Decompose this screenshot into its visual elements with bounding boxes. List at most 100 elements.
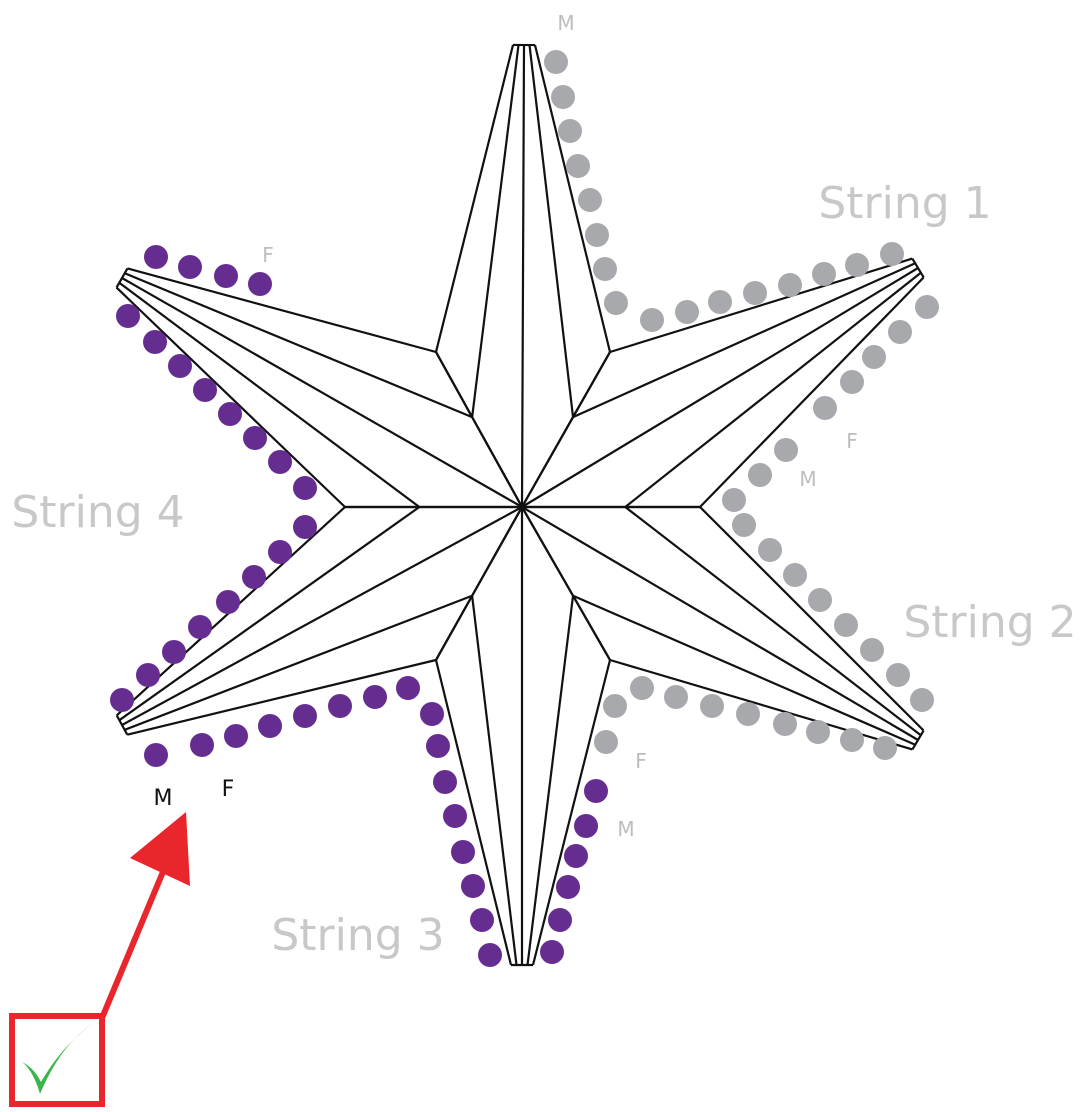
purple-light <box>168 354 192 378</box>
gray-light <box>813 396 837 420</box>
star-edge <box>572 594 916 746</box>
gray-light <box>888 320 912 344</box>
purple-light <box>556 875 580 899</box>
gray-light <box>551 85 575 109</box>
string-label: String 2 <box>903 597 1076 648</box>
gray-light <box>840 370 864 394</box>
check-box <box>9 1013 105 1107</box>
purple-light <box>162 640 186 664</box>
purple-light <box>548 908 572 932</box>
purple-light <box>144 743 168 767</box>
star-edge <box>572 262 916 419</box>
star-edge <box>124 272 473 419</box>
purple-light <box>218 402 242 426</box>
gray-light <box>812 262 836 286</box>
star-edge <box>572 351 611 418</box>
gray-light <box>773 712 797 736</box>
star-edge <box>127 658 437 736</box>
star-edge <box>118 281 420 508</box>
star-edge <box>533 44 612 353</box>
gray-light <box>806 720 830 744</box>
gray-light <box>630 676 654 700</box>
star-edge <box>471 44 520 418</box>
gray-light <box>886 663 910 687</box>
gray-light <box>604 291 628 315</box>
star-edge <box>121 506 523 726</box>
gray-light <box>566 154 590 178</box>
purple-light <box>470 908 494 932</box>
gray-light <box>732 513 756 537</box>
purple-light <box>478 943 502 967</box>
purple-light <box>136 663 160 687</box>
star-edge <box>127 267 437 354</box>
gray-light <box>910 688 934 712</box>
purple-light <box>242 565 266 589</box>
purple-light <box>243 426 267 450</box>
gray-light <box>915 295 939 319</box>
gray-light <box>594 730 618 754</box>
label: F <box>846 429 858 453</box>
gray-light <box>860 638 884 662</box>
label: M <box>799 467 816 491</box>
purple-light <box>433 770 457 794</box>
light-dots <box>110 50 939 967</box>
purple-light <box>116 304 140 328</box>
checkmark <box>22 1024 92 1094</box>
gray-light <box>593 257 617 281</box>
purple-light <box>268 450 292 474</box>
gray-light <box>774 438 798 462</box>
purple-light <box>178 255 202 279</box>
star-edge <box>521 506 574 597</box>
star-edge <box>471 506 523 597</box>
gray-light <box>862 345 886 369</box>
purple-light <box>190 733 214 757</box>
purple-light <box>224 724 248 748</box>
gray-light <box>736 702 760 726</box>
purple-light <box>461 874 485 898</box>
gray-light <box>603 694 627 718</box>
star-edge <box>121 277 523 508</box>
gray-light <box>808 588 832 612</box>
string-label: String 3 <box>271 910 444 961</box>
purple-light <box>293 515 317 539</box>
star-edge <box>118 506 420 722</box>
gray-light <box>783 563 807 587</box>
gray-light <box>743 281 767 305</box>
purple-light <box>420 702 444 726</box>
star-edge <box>434 659 513 966</box>
purple-light <box>451 840 475 864</box>
star-edge <box>521 267 919 508</box>
purple-light <box>396 676 420 700</box>
purple-light <box>328 694 352 718</box>
gray-light <box>880 242 904 266</box>
gray-light <box>834 613 858 637</box>
gray-light <box>558 119 582 143</box>
label: M <box>154 786 173 811</box>
label: M <box>557 11 574 35</box>
label: M <box>617 817 634 841</box>
gray-light <box>778 273 802 297</box>
gray-light <box>700 694 724 718</box>
gray-light <box>675 300 699 324</box>
star-edge <box>471 595 518 966</box>
gray-light <box>585 223 609 247</box>
annotation-arrow <box>99 812 190 1020</box>
gray-light <box>544 50 568 74</box>
label: F <box>262 243 274 267</box>
purple-light <box>363 685 387 709</box>
gray-light <box>873 736 897 760</box>
star-edge <box>520 44 526 508</box>
purple-light <box>110 688 134 712</box>
string-label: String 1 <box>818 178 991 229</box>
gray-light <box>640 308 664 332</box>
purple-light <box>258 714 282 738</box>
purple-light <box>540 940 564 964</box>
purple-light <box>293 476 317 500</box>
purple-light <box>426 734 450 758</box>
star-edge <box>624 506 922 737</box>
purple-light <box>293 704 317 728</box>
star-edge <box>471 416 523 508</box>
star-edge <box>528 44 575 418</box>
